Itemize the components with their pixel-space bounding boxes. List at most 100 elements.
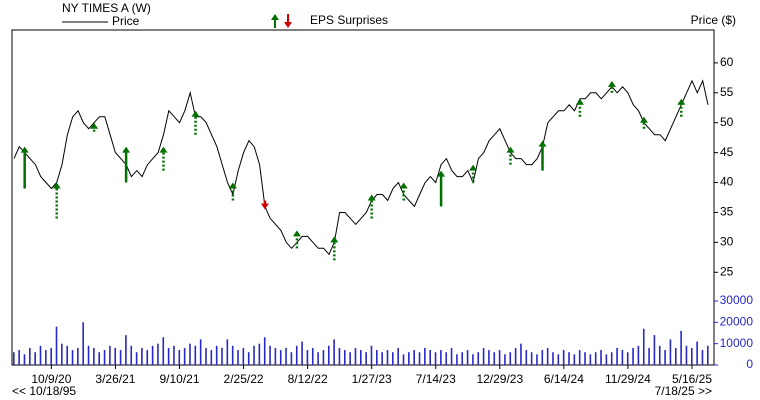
volume-bar (546, 347, 549, 365)
x-tick-label: 1/27/23 (352, 372, 392, 386)
volume-bar (589, 354, 592, 365)
volume-bar (317, 352, 319, 365)
volume-bar (183, 347, 186, 365)
volume-bar (376, 350, 378, 365)
eps-arrow (191, 110, 200, 135)
volume-bar (71, 350, 74, 365)
volume-bar (690, 347, 693, 365)
x-tick-label: 5/16/25 (672, 372, 712, 386)
x-tick-label: 3/26/21 (95, 372, 135, 386)
volume-bar (242, 347, 245, 365)
volume-bar (696, 341, 698, 365)
volume-bar (210, 350, 213, 365)
volume-bar (215, 345, 218, 365)
y-tick-label: 35 (720, 205, 734, 219)
eps-arrow (506, 146, 515, 165)
volume-bar (327, 345, 330, 365)
y-tick-label: 60 (720, 55, 734, 69)
volume-bar (701, 350, 704, 365)
volume-bar (440, 350, 442, 365)
volume-bar (669, 339, 672, 365)
volume-bar (525, 350, 528, 365)
eps-arrow (437, 170, 446, 207)
eps-arrow (469, 164, 478, 183)
eps-arrow (607, 80, 616, 93)
eps-arrow (399, 182, 408, 201)
volume-bar (50, 347, 52, 365)
volume-bar (199, 339, 202, 365)
volume-bar (408, 352, 410, 365)
volume-bar (194, 345, 197, 365)
volume-bar (130, 345, 133, 365)
volume-bar (434, 352, 437, 365)
volume-bar (141, 347, 143, 365)
volume-bar (13, 352, 15, 365)
y-tick-label: 45 (720, 145, 734, 159)
x-tick-label: 7/14/23 (416, 372, 456, 386)
eps-arrow (260, 200, 269, 210)
volume-bar (648, 347, 650, 365)
volume-bar (167, 347, 170, 365)
volume-bar (514, 347, 517, 365)
volume-bar (504, 354, 506, 365)
volume-bar (664, 350, 666, 365)
volume-bar (488, 350, 490, 365)
volume-bar (568, 352, 570, 365)
volume-bar (600, 350, 602, 365)
volume-bar (103, 350, 106, 365)
volume-bar (429, 350, 431, 365)
volume-bar (552, 352, 554, 365)
volume-bar (311, 347, 314, 365)
volume-bar (450, 347, 453, 365)
volume-bar (477, 352, 480, 365)
volume-bar (290, 352, 293, 365)
volume-bar (98, 352, 101, 365)
volume-bar (82, 322, 84, 365)
volume-bar (562, 350, 565, 365)
legend-eps: EPS Surprises (310, 13, 388, 27)
volume-bar (146, 350, 149, 365)
volume-bar (616, 347, 618, 365)
eps-arrow (228, 182, 237, 201)
volume-bar (466, 350, 469, 365)
volume-bar (306, 350, 309, 365)
volume-bar (573, 354, 576, 365)
volume-bar (680, 330, 682, 365)
volume-bar (29, 347, 31, 365)
eps-arrow (159, 146, 168, 171)
legend-arrows (271, 14, 292, 28)
y-tick-label: 40 (720, 175, 734, 189)
eps-arrow (538, 140, 547, 171)
volume-bar (637, 345, 640, 365)
volume-bar (536, 354, 538, 365)
x-tick-label: 8/12/22 (288, 372, 328, 386)
y2-tick-label: 20000 (720, 314, 754, 328)
volume-bar (189, 343, 191, 365)
volume-bar (279, 350, 282, 365)
volume-bar (541, 350, 544, 365)
volume-bar (520, 343, 522, 365)
volume-bar (418, 352, 421, 365)
y2-tick-label: 30000 (720, 293, 754, 307)
volume-bar (114, 347, 117, 365)
volume-bar (173, 345, 175, 365)
x-tick-label: 6/14/24 (544, 372, 584, 386)
volume-bar (381, 352, 383, 365)
volume-bar (658, 345, 661, 365)
volume-bar (370, 345, 373, 365)
eps-arrow (90, 122, 99, 132)
volume-bar (584, 352, 586, 365)
volume-bar (365, 352, 367, 365)
volume-bar (322, 350, 325, 365)
volume-bar (135, 352, 138, 365)
volume-bar (349, 352, 351, 365)
volume-bar (269, 345, 271, 365)
chart-title: NY TIMES A (W) (62, 1, 151, 15)
volume-bar (456, 354, 458, 365)
volume-bar (610, 352, 613, 365)
volume-bar (530, 352, 533, 365)
eps-arrow (677, 98, 686, 117)
volume-bar (472, 354, 474, 365)
end-label: 7/18/25 >> (655, 384, 712, 398)
